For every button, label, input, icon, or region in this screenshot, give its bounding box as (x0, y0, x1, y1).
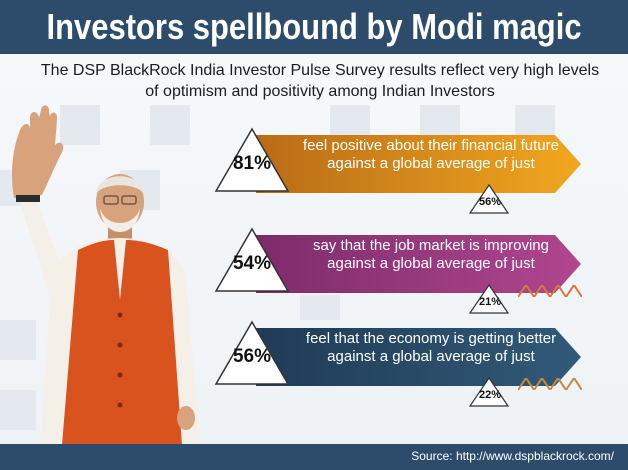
stat-ribbon-3 (256, 328, 581, 386)
stat-row-1: feel positive about their financial futu… (0, 125, 628, 225)
stat-row-2: say that the job market is improving aga… (0, 225, 628, 325)
background-pattern (0, 100, 628, 440)
global-average-badge-3 (468, 376, 510, 407)
global-average-3: 22% (478, 389, 502, 401)
stat-ribbon-1 (256, 135, 581, 193)
stat-row-3: feel that the economy is getting better … (0, 318, 628, 418)
decor-zigzag-3 (518, 378, 582, 390)
page-title: Investors spellbound by Modi magic (46, 6, 582, 47)
global-average-badge-2 (468, 283, 510, 314)
raised-hand (12, 105, 64, 198)
stat-text-2: say that the job market is improving aga… (313, 237, 549, 272)
stat-percent-1: 81% (232, 153, 272, 174)
percent-triangle-3 (214, 320, 290, 385)
title-bar: Investors spellbound by Modi magic (0, 0, 628, 54)
global-average-1: 56% (478, 196, 502, 208)
stat-percent-3: 56% (232, 346, 272, 367)
footer-bar: Source: http://www.dspblackrock.com/ (0, 444, 628, 470)
wristwatch (16, 195, 40, 202)
stat-text-3: feel that the economy is getting better … (305, 330, 557, 365)
percent-triangle-1 (214, 127, 290, 192)
jacket (62, 240, 182, 445)
stat-ribbon-2 (256, 235, 581, 293)
source-link[interactable]: Source: http://www.dspblackrock.com/ (411, 449, 614, 463)
percent-triangle-2 (214, 227, 290, 292)
global-average-badge-1 (468, 183, 510, 214)
stat-text-1: feel positive about their financial futu… (303, 137, 559, 172)
face (96, 174, 144, 230)
decor-zigzag-2 (518, 285, 582, 297)
beard (100, 208, 140, 232)
person-photo (12, 105, 200, 445)
global-average-2: 21% (478, 296, 502, 308)
subtitle: The DSP BlackRock India Investor Pulse S… (40, 62, 600, 100)
stat-percent-2: 54% (232, 253, 272, 274)
